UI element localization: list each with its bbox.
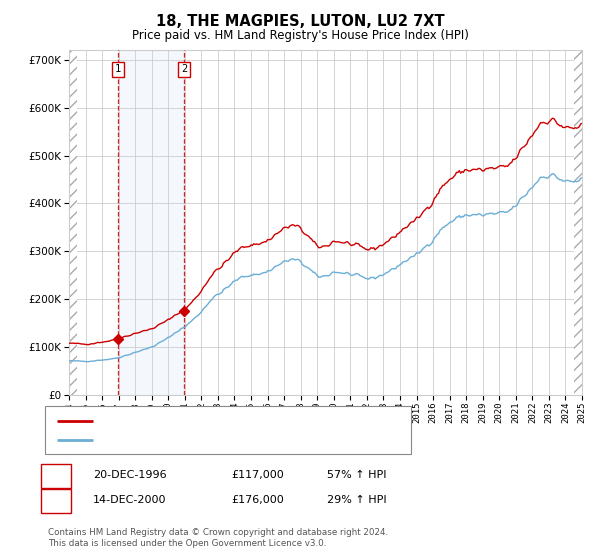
Text: 29% ↑ HPI: 29% ↑ HPI — [327, 495, 386, 505]
Bar — [574, 50, 582, 395]
Text: 1: 1 — [115, 64, 121, 74]
Text: 1: 1 — [53, 470, 61, 480]
Bar — [118, 50, 184, 395]
Text: 18, THE MAGPIES, LUTON, LU2 7XT: 18, THE MAGPIES, LUTON, LU2 7XT — [155, 14, 445, 29]
Text: 18, THE MAGPIES, LUTON, LU2 7XT (detached house): 18, THE MAGPIES, LUTON, LU2 7XT (detache… — [99, 416, 364, 426]
Text: Price paid vs. HM Land Registry's House Price Index (HPI): Price paid vs. HM Land Registry's House … — [131, 29, 469, 42]
Bar — [69, 50, 77, 395]
Text: £117,000: £117,000 — [231, 470, 284, 480]
Text: £176,000: £176,000 — [231, 495, 284, 505]
Text: Contains HM Land Registry data © Crown copyright and database right 2024.
This d: Contains HM Land Registry data © Crown c… — [48, 528, 388, 548]
Text: 2: 2 — [53, 495, 61, 505]
Text: 14-DEC-2000: 14-DEC-2000 — [93, 495, 167, 505]
Text: 2: 2 — [181, 64, 187, 74]
Text: 57% ↑ HPI: 57% ↑ HPI — [327, 470, 386, 480]
Text: HPI: Average price, detached house, Luton: HPI: Average price, detached house, Luto… — [99, 435, 311, 445]
Text: 20-DEC-1996: 20-DEC-1996 — [93, 470, 167, 480]
